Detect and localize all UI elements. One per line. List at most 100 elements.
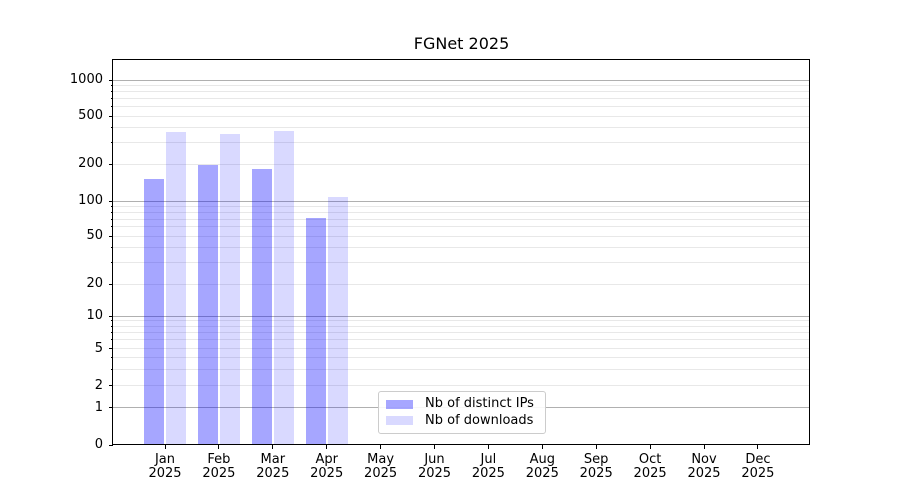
x-tick-label-month: Nov — [691, 452, 717, 467]
y-tick-mark — [109, 444, 113, 446]
y-tick-mark — [109, 348, 113, 349]
legend-swatch-distinct-ips — [386, 399, 413, 409]
gridline-minor — [113, 348, 810, 349]
y-tick-mark — [109, 315, 113, 317]
bar-distinct-ips — [197, 165, 218, 445]
y-tick-label: 0 — [94, 437, 103, 452]
legend-item-distinct-ips: Nb of distinct IPs — [386, 396, 538, 413]
legend: Nb of distinct IPs Nb of downloads — [378, 391, 546, 434]
x-tick-mark — [164, 445, 166, 449]
legend-item-downloads: Nb of downloads — [386, 413, 538, 430]
x-tick-label-year: 2025 — [364, 465, 398, 481]
gridline-minor — [113, 339, 810, 341]
gridline-minor — [113, 163, 810, 165]
y-minor-tick-mark — [111, 106, 113, 108]
gridline-minor — [113, 385, 810, 386]
y-tick-label: 5 — [94, 340, 103, 356]
chart-title: FGNet 2025 — [413, 34, 510, 53]
x-tick-label-year: 2025 — [687, 465, 721, 481]
legend-swatch-downloads — [386, 416, 413, 426]
gridline-minor — [113, 91, 810, 93]
x-tick-mark — [218, 445, 220, 449]
x-tick-mark — [487, 445, 489, 449]
x-tick-label-year: 2025 — [148, 465, 182, 481]
gridline-minor — [113, 205, 810, 207]
x-tick-label-month: May — [367, 452, 395, 467]
x-tick-label-year: 2025 — [633, 465, 667, 481]
x-tick-label: Feb 2025 — [187, 453, 251, 480]
y-tick-mark — [109, 200, 113, 202]
x-tick-label-year: 2025 — [525, 465, 559, 481]
x-tick-label-year: 2025 — [471, 465, 505, 481]
x-tick-label-year: 2025 — [741, 465, 775, 481]
gridline-minor — [113, 357, 810, 358]
x-tick-label: Aug 2025 — [510, 453, 574, 480]
x-tick-mark — [272, 445, 274, 449]
gridline-minor — [113, 320, 810, 322]
gridline-minor — [113, 218, 810, 220]
x-tick-label-month: Mar — [260, 452, 286, 467]
x-tick-label-month: Apr — [315, 452, 338, 467]
x-tick-mark — [757, 445, 759, 449]
x-tick-label: Oct 2025 — [618, 453, 682, 480]
y-minor-tick-mark — [111, 142, 113, 144]
gridline-minor — [113, 247, 810, 249]
y-minor-tick-mark — [111, 357, 113, 358]
y-tick-mark — [109, 385, 113, 386]
bar-downloads — [219, 133, 240, 445]
x-tick-label: Jan 2025 — [133, 453, 197, 480]
y-minor-tick-mark — [111, 262, 113, 264]
x-tick-label-month: Dec — [745, 452, 771, 467]
x-tick-label-year: 2025 — [256, 465, 290, 481]
y-minor-tick-mark — [111, 218, 113, 220]
y-minor-tick-mark — [111, 205, 113, 207]
gridline-minor — [113, 115, 810, 117]
x-tick-mark — [649, 445, 651, 449]
x-tick-label-month: Jun — [424, 452, 445, 467]
y-minor-tick-mark — [111, 127, 113, 129]
x-tick-label-month: Sep — [583, 452, 609, 467]
gridline-minor — [113, 283, 810, 285]
x-tick-label: Jul 2025 — [456, 453, 520, 480]
x-tick-label-month: Jul — [480, 452, 497, 467]
x-tick-label-month: Aug — [529, 452, 555, 467]
y-minor-tick-mark — [111, 339, 113, 341]
y-tick-mark — [109, 115, 113, 117]
y-minor-tick-mark — [111, 332, 113, 334]
y-tick-label: 20 — [86, 276, 103, 291]
x-tick-label: Dec 2025 — [726, 453, 790, 480]
x-tick-mark — [380, 445, 382, 449]
gridline-minor — [113, 368, 810, 370]
gridline-minor — [113, 98, 810, 100]
x-tick-label-year: 2025 — [417, 465, 452, 481]
x-tick-mark — [541, 445, 543, 449]
y-tick-mark — [109, 235, 113, 237]
bar-downloads — [273, 131, 294, 445]
x-tick-mark — [326, 445, 328, 449]
y-tick-label: 200 — [78, 156, 103, 171]
x-tick-label: Nov 2025 — [672, 453, 736, 480]
legend-label-downloads: Nb of downloads — [425, 412, 534, 428]
bar-distinct-ips — [251, 168, 272, 445]
x-tick-label: Sep 2025 — [564, 453, 628, 480]
x-tick-label-year: 2025 — [310, 465, 344, 481]
gridline-minor — [113, 106, 810, 108]
y-tick-label: 50 — [86, 228, 103, 243]
x-tick-label-month: Jan — [154, 452, 176, 467]
y-tick-mark — [109, 163, 113, 165]
x-tick-label: Apr 2025 — [295, 453, 359, 480]
y-tick-label: 1 — [94, 399, 103, 415]
y-tick-label: 500 — [78, 108, 103, 123]
y-minor-tick-mark — [111, 91, 113, 93]
y-minor-tick-mark — [111, 247, 113, 249]
bar-distinct-ips — [144, 178, 164, 445]
gridline-minor — [113, 235, 810, 237]
x-tick-mark — [703, 445, 705, 449]
y-minor-tick-mark — [111, 368, 113, 370]
y-minor-tick-mark — [111, 98, 113, 100]
x-tick-label-month: Feb — [207, 452, 231, 467]
x-tick-label: Jun 2025 — [403, 453, 467, 480]
y-tick-label: 10 — [86, 308, 103, 323]
y-minor-tick-mark — [111, 211, 113, 213]
